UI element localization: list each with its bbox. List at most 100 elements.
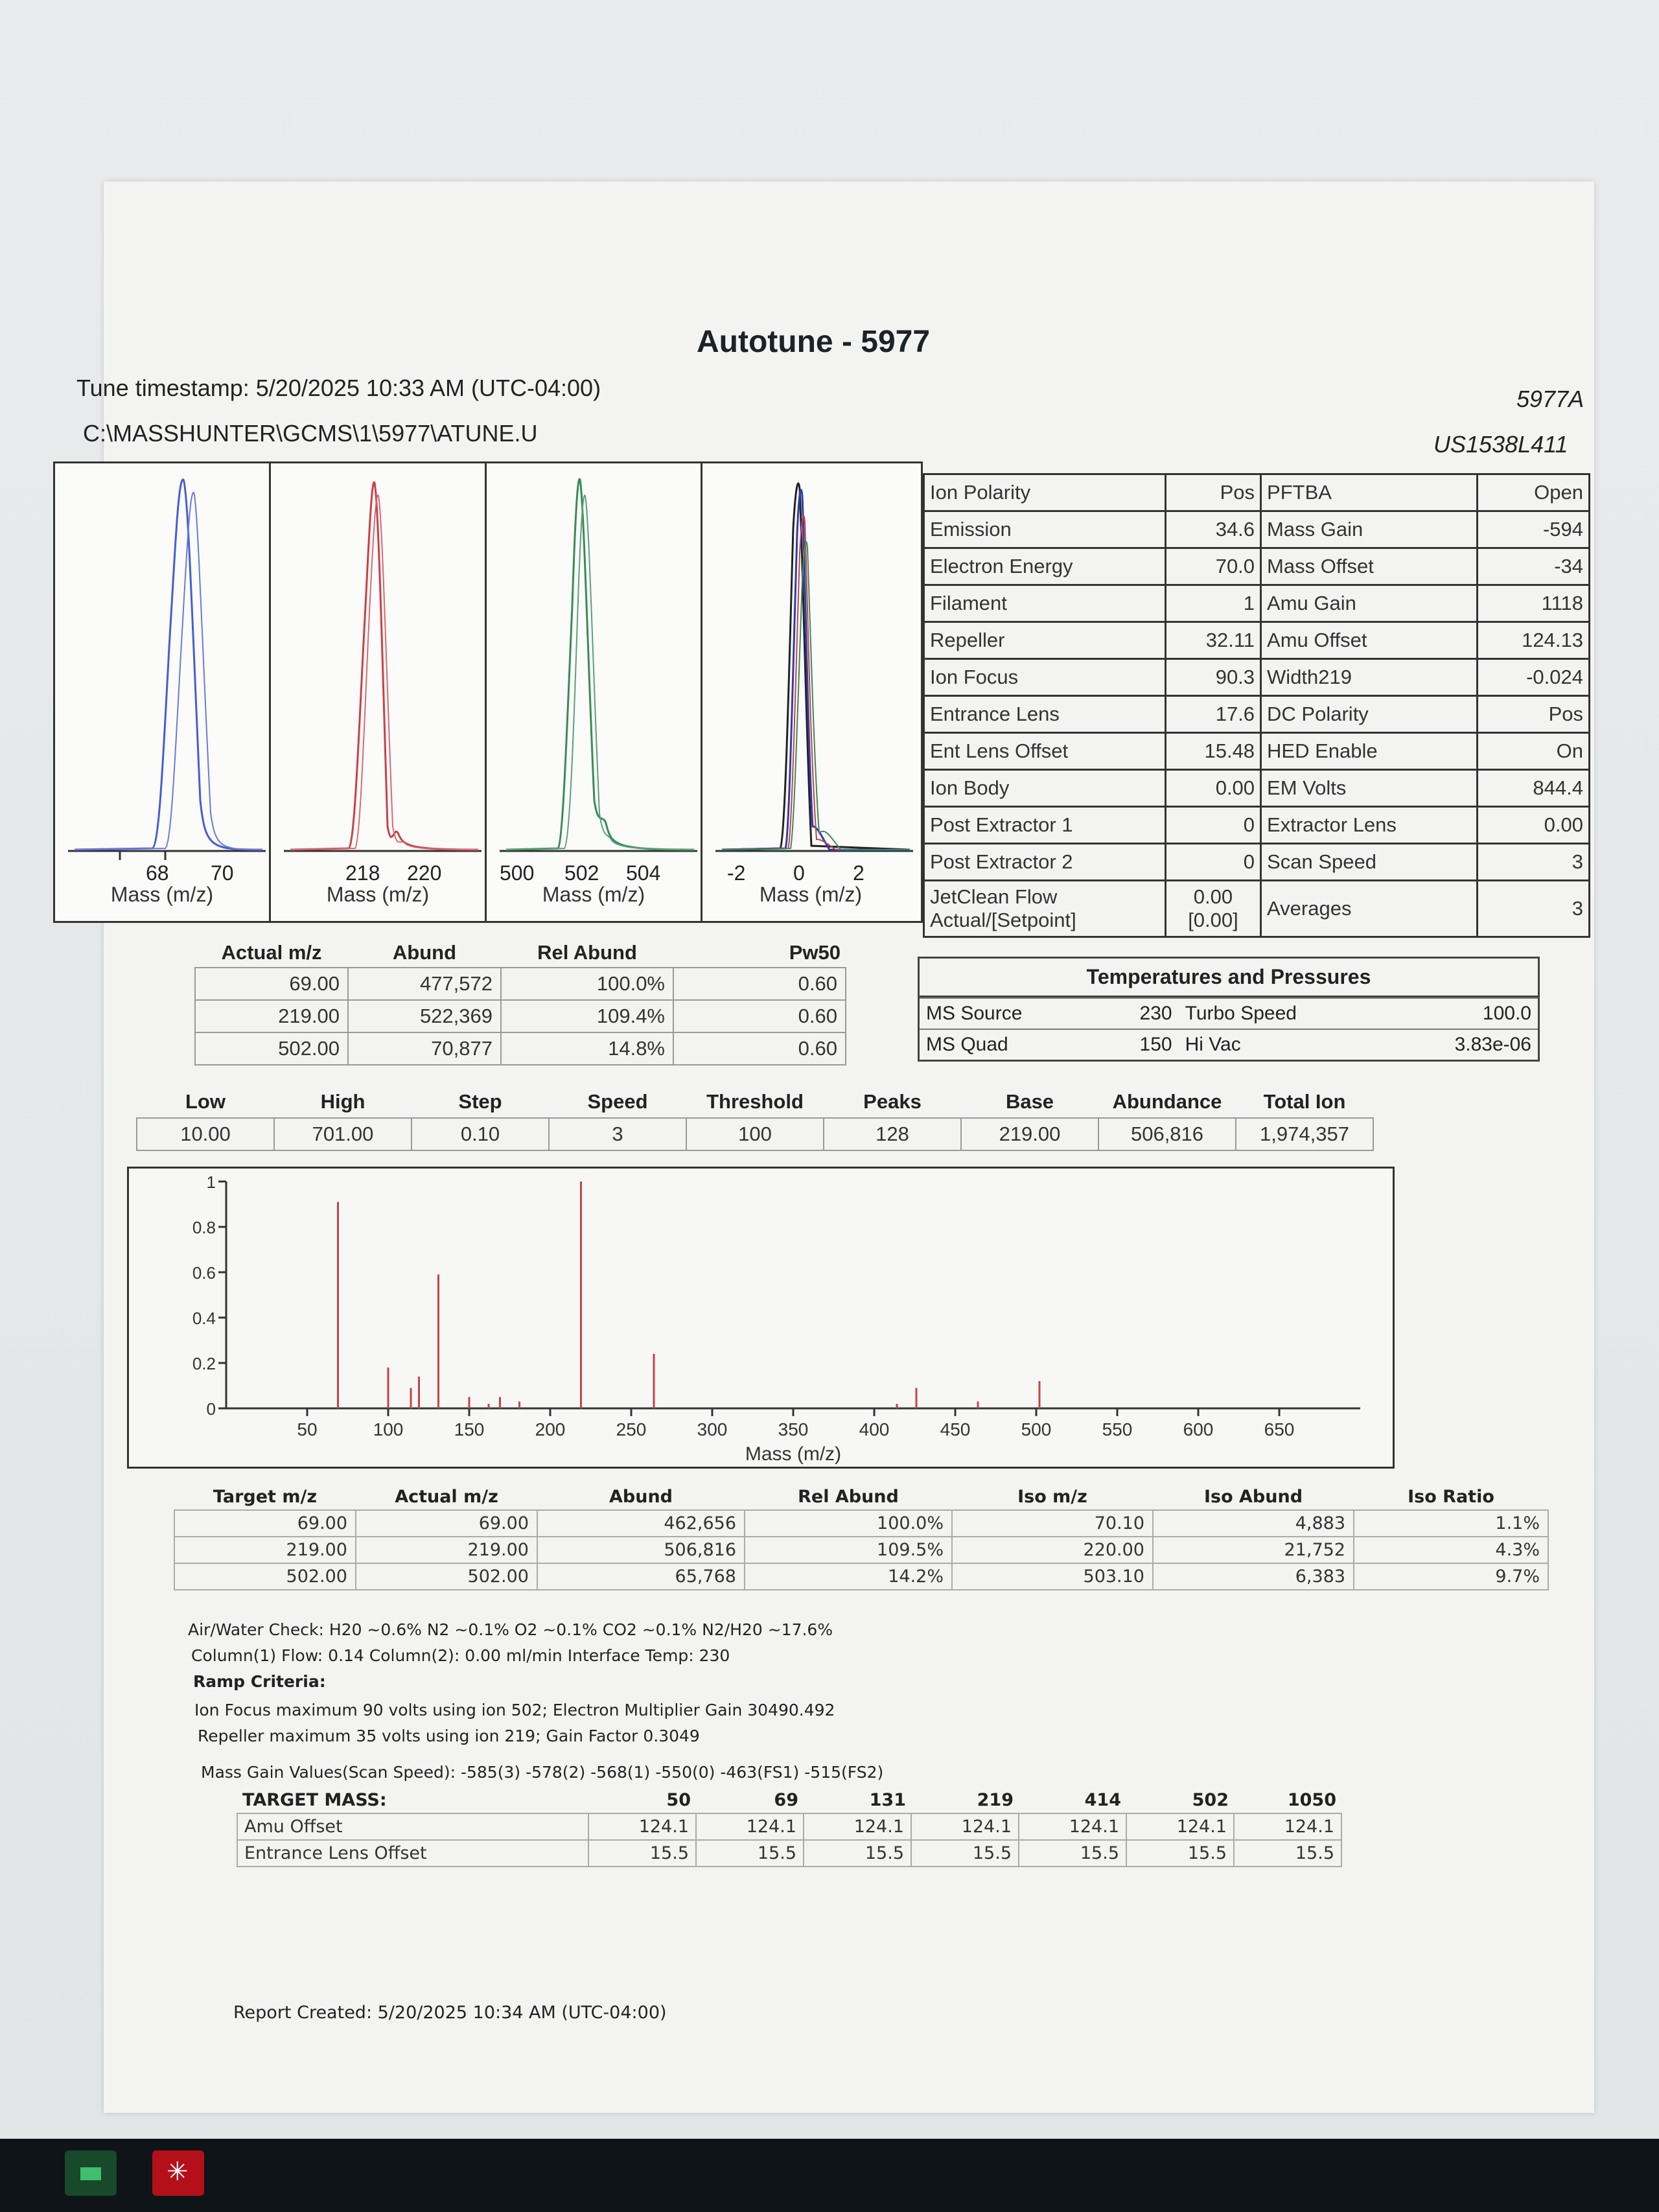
table-row: MS Source 230 Turbo Speed 100.0 [920,997,1538,1029]
tick-label: 218 [345,861,380,885]
table-cell: 502.00 [194,1032,349,1065]
table-row: 219.00 219.00 506,816 109.5% 220.00 21,752 4.3… [174,1536,1549,1564]
param-value: -0.024 [1476,658,1591,697]
x-tick-label: 300 [697,1419,728,1439]
table-cell: 70.10 [951,1509,1154,1537]
peak-panel-offset: -2 0 2 Mass (m/z) [702,463,919,921]
table-cell: 477,572 [347,967,502,1001]
x-tick-label: 600 [1183,1419,1214,1439]
jetclean-label-2: Actual/[Setpoint] [930,909,1076,931]
x-tick-label: 350 [778,1419,809,1439]
table-cell: 1,974,357 [1235,1117,1374,1151]
param-label: Ion Focus [923,658,1166,697]
table-cell: 14.2% [744,1563,953,1590]
param-label: Ion Body [923,769,1166,808]
column-header: Rel Abund [798,1487,899,1507]
table-cell: 522,369 [347,999,502,1033]
param-value: 3 [1476,879,1591,938]
param-label: Amu Gain [1260,584,1478,623]
y-tick-label: 0.6 [192,1263,216,1283]
table-cell: 4,883 [1152,1509,1354,1537]
table-cell: 109.4% [500,999,674,1033]
table-cell: 0.10 [411,1117,550,1151]
tick-label: 2 [853,861,864,885]
table-cell: 219.00 [194,999,349,1033]
temperatures-title: Temperatures and Pressures [920,959,1538,997]
table-cell: 124.1 [695,1813,804,1841]
table-row: MS Quad 150 Hi Vac 3.83e-06 [920,1029,1538,1060]
column-header: Iso Ratio [1408,1487,1494,1507]
param-value: 32.11 [1164,621,1262,660]
tick-label: 502 [564,861,599,885]
acrobat-icon[interactable] [152,2150,204,2196]
table-cell: 506,816 [537,1536,745,1564]
table-cell: 100.0% [744,1509,953,1537]
param-value: 1 [1164,584,1262,623]
param-label: Post Extractor 1 [923,806,1166,844]
param-label: Filament [923,584,1166,623]
table-cell: 3 [548,1117,687,1151]
scan-parameters-table: Low High Step Speed Threshold Peaks Base Abunda… [136,1086,1374,1151]
excel-icon[interactable] [65,2150,117,2196]
param-label: Mass Gain [1260,510,1478,549]
y-tick-label: 0.8 [192,1218,216,1237]
instrument-model: 5977A [1516,386,1584,412]
air-water-check: Air/Water Check: H20 ~0.6% N2 ~0.1% O2 ~… [188,1620,833,1639]
column-header: Iso m/z [1017,1487,1087,1507]
table-row: 219.00 522,369 109.4% 0.60 [194,999,846,1033]
table-cell: 15.5 [695,1839,804,1867]
table-cell: 109.5% [744,1536,953,1564]
table-row: Amu Offset 124.1 124.1 124.1 124.1 124.1 124.1… [237,1813,1342,1841]
column-header: Base [1005,1090,1054,1113]
table-row: Ion Polarity Pos PFTBA Open [923,473,1591,512]
column-header: Actual m/z [221,941,322,964]
table-cell: 0.60 [673,967,846,1001]
param-value: 1118 [1476,584,1591,623]
param-value: Pos [1476,695,1591,734]
table-cell: 124.1 [588,1813,697,1841]
param-label: Entrance Lens [923,695,1166,734]
column-header: 414 [1084,1790,1121,1810]
table-cell: 0.60 [673,999,846,1033]
table-cell: 219.00 [174,1536,356,1564]
x-tick-label: 200 [535,1419,566,1439]
tune-timestamp: Tune timestamp: 5/20/2025 10:33 AM (UTC-… [76,375,601,401]
tick-label: 68 [146,861,169,885]
param-label: Scan Speed [1260,843,1478,881]
peak-xlabel: Mass (m/z) [759,883,863,906]
table-cell: 69.00 [194,967,349,1001]
target-mass-table: TARGET MASS: 50 69 131 219 414 502 1050 Amu Off… [237,1787,1342,1867]
y-tick-label: 0.2 [192,1354,216,1373]
table-cell: 128 [823,1117,962,1151]
table-cell: 124.1 [1126,1813,1235,1841]
jetclean-label: JetClean Flow Actual/[Setpoint] [923,879,1166,938]
column-header: 131 [869,1790,906,1810]
x-tick-label: 450 [940,1419,971,1439]
column-header: Pw50 [789,941,841,964]
table-row: Ent Lens Offset 15.48 HED Enable On [923,732,1591,771]
param-value: 3 [1476,843,1591,881]
column-header: Step [458,1090,502,1113]
table-row: 502.00 70,877 14.8% 0.60 [194,1032,846,1065]
column-header: Threshold [706,1090,804,1113]
column-header: 50 [666,1790,691,1810]
param-label: Extractor Lens [1260,806,1478,844]
column-header: Abundance [1112,1090,1222,1113]
peak-profile-panels: 68 70 Mass (m/z) 218 220 Mass (m/z) 500 … [53,461,923,923]
table-cell: 21,752 [1152,1536,1354,1564]
param-value: Open [1476,473,1591,512]
peak-panel-69: 68 70 Mass (m/z) [55,463,271,921]
target-table: Target m/z Actual m/z Abund Rel Abund Iso m/… [174,1484,1549,1590]
table-cell: 14.8% [500,1032,674,1065]
label: MS Source [920,997,1103,1029]
table-cell: 220.00 [951,1536,1154,1564]
ramp-criteria-title: Ramp Criteria: [193,1672,326,1691]
table-cell: 4.3% [1353,1536,1549,1564]
table-cell: 100 [686,1117,824,1151]
param-value: 34.6 [1164,510,1262,549]
param-value: 0.00 [1164,769,1262,808]
column-header: Peaks [863,1090,922,1113]
table-cell: 124.1 [803,1813,912,1841]
param-value: On [1476,732,1591,771]
ramp-ion-focus: Ion Focus maximum 90 volts using ion 502… [194,1701,835,1719]
